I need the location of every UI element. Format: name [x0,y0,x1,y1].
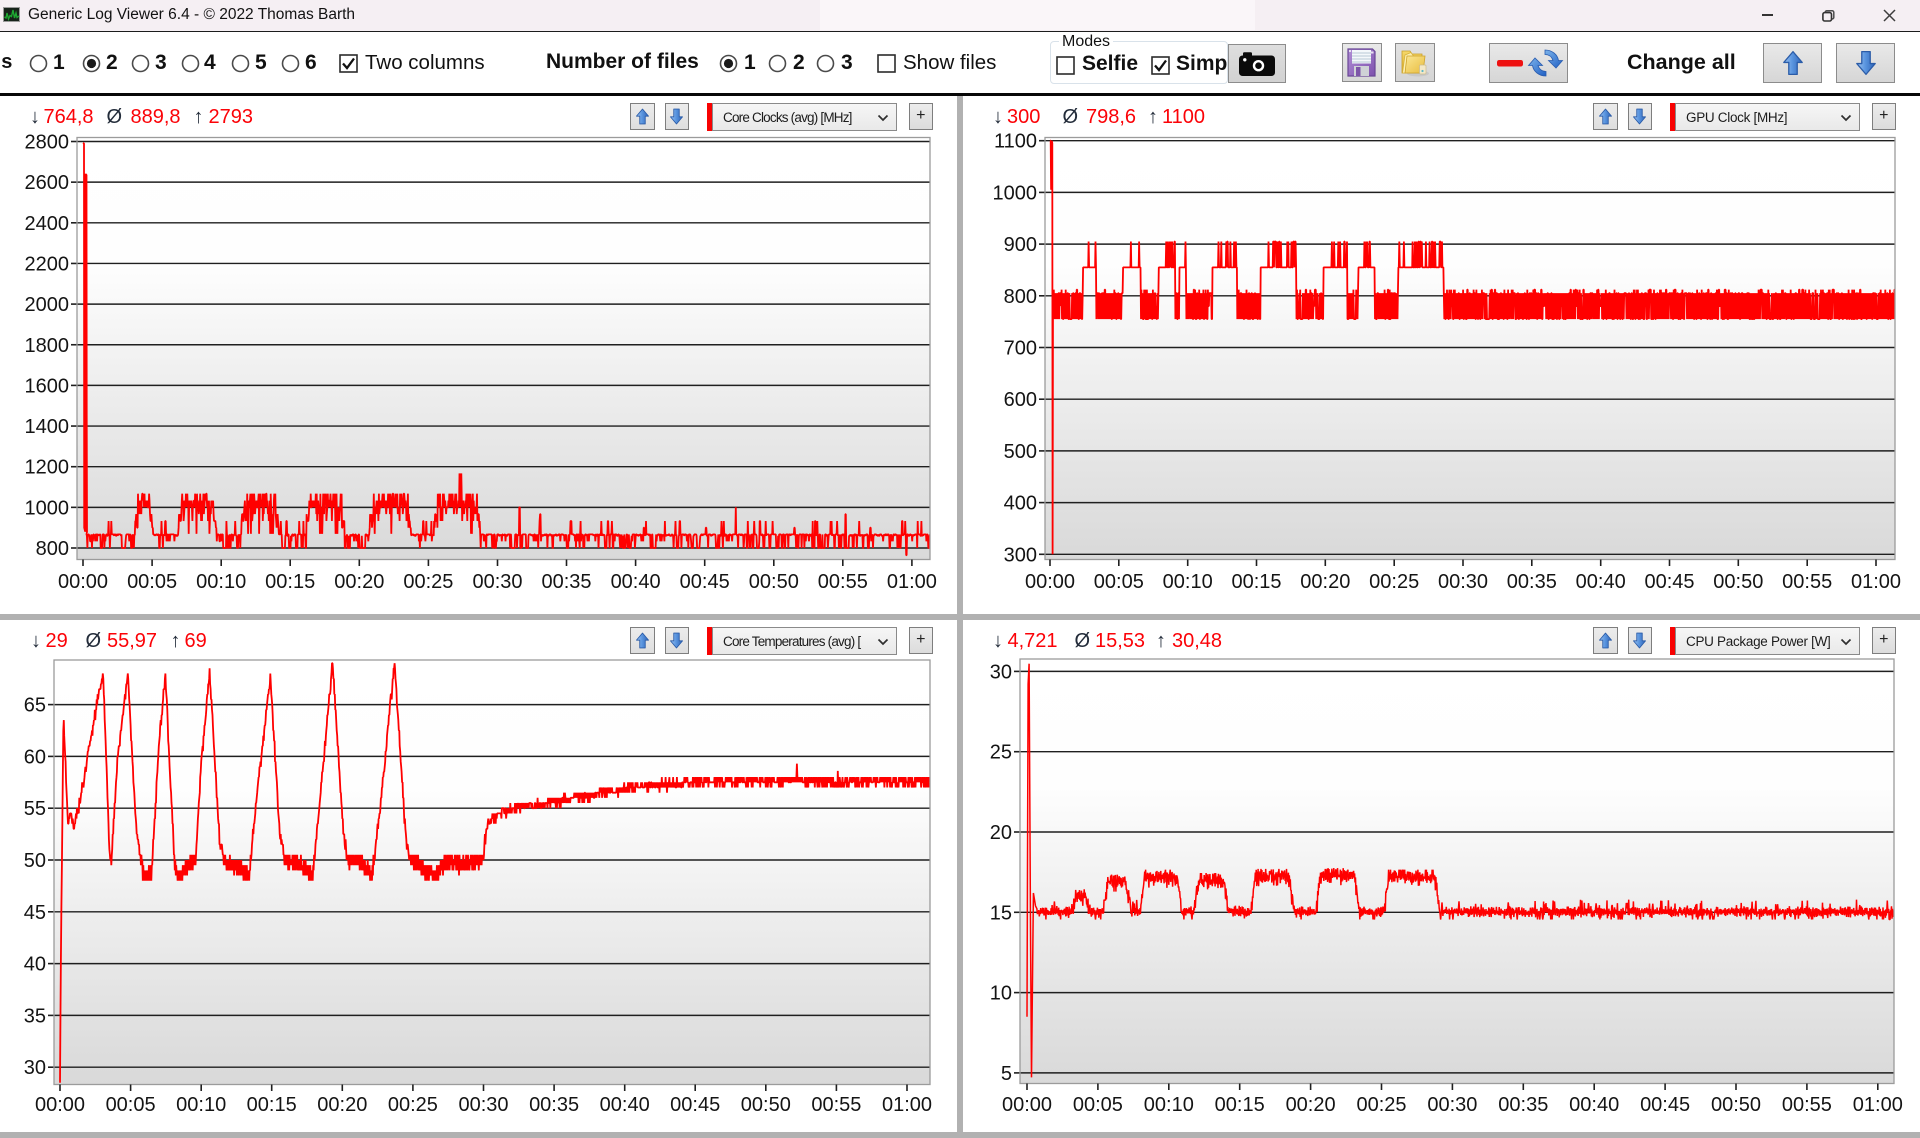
svg-text:900: 900 [1004,234,1037,256]
svg-text:1000: 1000 [25,497,70,519]
svg-text:00:50: 00:50 [741,1094,791,1116]
svg-text:00:00: 00:00 [1025,571,1075,593]
svg-text:00:10: 00:10 [1144,1094,1194,1116]
svg-text:00:20: 00:20 [1286,1094,1336,1116]
svg-text:30: 30 [24,1057,46,1079]
svg-text:5: 5 [1001,1063,1012,1085]
svg-text:00:35: 00:35 [529,1094,579,1116]
svg-text:00:55: 00:55 [811,1094,861,1116]
svg-text:00:20: 00:20 [334,571,384,593]
svg-text:00:05: 00:05 [1073,1094,1123,1116]
svg-text:1600: 1600 [25,375,70,397]
svg-text:00:45: 00:45 [680,571,730,593]
svg-text:01:00: 01:00 [887,571,937,593]
svg-text:1100: 1100 [994,131,1037,153]
svg-text:00:55: 00:55 [1782,1094,1832,1116]
svg-text:00:40: 00:40 [611,571,661,593]
svg-text:00:00: 00:00 [58,571,108,593]
svg-text:600: 600 [1004,389,1037,411]
svg-text:2600: 2600 [25,172,70,194]
svg-text:00:30: 00:30 [472,571,522,593]
svg-text:00:45: 00:45 [1644,571,1694,593]
svg-text:00:10: 00:10 [176,1094,226,1116]
svg-text:00:15: 00:15 [265,571,315,593]
svg-text:00:20: 00:20 [1300,571,1350,593]
svg-text:01:00: 01:00 [882,1094,932,1116]
svg-text:00:30: 00:30 [1438,571,1488,593]
svg-text:55: 55 [24,798,46,820]
svg-text:00:35: 00:35 [541,571,591,593]
svg-text:00:10: 00:10 [1163,571,1213,593]
svg-text:400: 400 [1004,493,1037,515]
svg-text:00:25: 00:25 [388,1094,438,1116]
svg-text:00:05: 00:05 [127,571,177,593]
svg-text:700: 700 [1004,338,1037,360]
svg-text:2200: 2200 [25,253,70,275]
svg-text:1800: 1800 [25,335,70,357]
svg-text:35: 35 [24,1005,46,1027]
svg-text:00:25: 00:25 [1356,1094,1406,1116]
svg-text:00:55: 00:55 [818,571,868,593]
svg-text:20: 20 [990,822,1012,844]
svg-text:00:35: 00:35 [1498,1094,1548,1116]
svg-text:00:00: 00:00 [1002,1094,1052,1116]
svg-text:00:40: 00:40 [1569,1094,1619,1116]
svg-text:00:00: 00:00 [35,1094,85,1116]
svg-text:00:25: 00:25 [1369,571,1419,593]
svg-text:00:45: 00:45 [1640,1094,1690,1116]
svg-text:30: 30 [990,661,1012,683]
svg-text:00:30: 00:30 [458,1094,508,1116]
svg-text:00:50: 00:50 [749,571,799,593]
svg-text:50: 50 [24,850,46,872]
svg-text:00:35: 00:35 [1507,571,1557,593]
svg-text:25: 25 [990,742,1012,764]
svg-text:00:05: 00:05 [106,1094,156,1116]
svg-text:00:45: 00:45 [670,1094,720,1116]
svg-text:00:20: 00:20 [317,1094,367,1116]
svg-text:2800: 2800 [25,132,70,154]
svg-text:00:15: 00:15 [247,1094,297,1116]
svg-text:00:30: 00:30 [1427,1094,1477,1116]
svg-text:1200: 1200 [25,457,70,479]
svg-text:00:25: 00:25 [403,571,453,593]
svg-text:2400: 2400 [25,213,70,235]
svg-text:45: 45 [24,902,46,924]
svg-text:00:15: 00:15 [1231,571,1281,593]
svg-text:00:10: 00:10 [196,571,246,593]
svg-text:40: 40 [24,954,46,976]
svg-text:00:15: 00:15 [1215,1094,1265,1116]
svg-text:65: 65 [24,695,46,717]
svg-text:800: 800 [1004,286,1037,308]
svg-text:15: 15 [990,902,1012,924]
svg-text:300: 300 [1004,544,1037,566]
svg-text:00:05: 00:05 [1094,571,1144,593]
svg-text:00:55: 00:55 [1782,571,1832,593]
svg-text:800: 800 [36,538,69,560]
svg-text:01:00: 01:00 [1853,1094,1903,1116]
svg-text:00:40: 00:40 [1576,571,1626,593]
svg-text:60: 60 [24,746,46,768]
svg-text:1000: 1000 [993,182,1038,204]
svg-text:10: 10 [990,983,1012,1005]
svg-text:01:00: 01:00 [1851,571,1901,593]
svg-text:00:50: 00:50 [1711,1094,1761,1116]
svg-text:1400: 1400 [25,416,70,438]
svg-text:2000: 2000 [25,294,70,316]
svg-text:00:50: 00:50 [1713,571,1763,593]
svg-text:500: 500 [1004,441,1037,463]
svg-text:00:40: 00:40 [600,1094,650,1116]
